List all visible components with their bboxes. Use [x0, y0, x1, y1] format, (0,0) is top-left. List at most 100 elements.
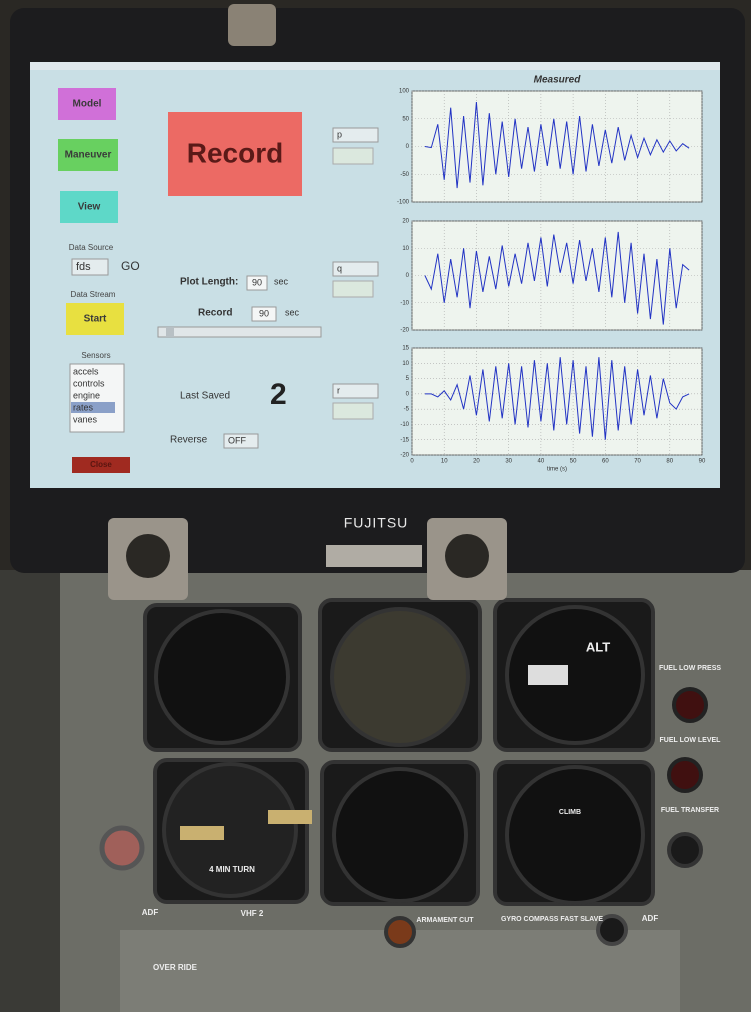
list-item: controls [73, 378, 105, 388]
y-tick-label: -5 [404, 407, 410, 413]
placard: ADF [142, 908, 159, 917]
maneuver-button[interactable] [58, 139, 118, 171]
placard: GYRO COMPASS FAST SLAVE [501, 916, 603, 923]
start-button[interactable] [66, 303, 124, 335]
input[interactable] [246, 275, 268, 291]
gauge [332, 767, 468, 903]
warning-light [672, 687, 708, 723]
button-label: Start [84, 314, 107, 325]
y-tick-label: 10 [402, 361, 409, 367]
gauge [162, 762, 298, 898]
x-tick-label: 70 [634, 459, 641, 465]
y-tick-label: -10 [400, 422, 409, 428]
altimeter-drum [528, 665, 568, 685]
placard: FUEL LOW PRESS [659, 665, 721, 672]
x-tick-label: 90 [699, 459, 706, 465]
placard: VHF 2 [241, 909, 264, 918]
brand: FUJITSU [344, 515, 409, 531]
y-tick-label: 100 [399, 89, 410, 95]
unit: sec [285, 307, 300, 317]
turn-indicator [268, 810, 312, 824]
label: Last Saved [180, 391, 230, 402]
label: Data Stream [71, 290, 116, 299]
label: Sensors [81, 351, 110, 360]
x-tick-label: 80 [666, 459, 673, 465]
clip [228, 4, 276, 46]
go-label: GO [121, 259, 140, 273]
channel-dropdown[interactable] [332, 383, 379, 399]
gauge [330, 607, 470, 747]
x-tick-label: 0 [410, 459, 414, 465]
dropdown-value: OFF [228, 435, 246, 445]
dropdown-value: fds [76, 261, 91, 273]
warning-light [667, 757, 703, 793]
y-tick-label: -50 [400, 172, 409, 178]
data-line [424, 102, 690, 189]
input-value: 90 [259, 308, 269, 318]
input-value: 90 [252, 277, 262, 287]
y-tick-label: -100 [397, 200, 410, 206]
knob [99, 825, 145, 871]
placard: FUEL TRANSFER [661, 807, 719, 814]
list-row[interactable] [71, 402, 115, 413]
y-tick-label: 0 [406, 273, 410, 279]
button-label: Close [90, 460, 112, 469]
gauge [505, 605, 645, 745]
value-box [332, 280, 374, 298]
x-axis-label: time (s) [547, 467, 567, 473]
warning-light [667, 832, 703, 868]
sensor-list[interactable] [69, 363, 125, 433]
button-label: Model [73, 99, 102, 110]
source-dropdown[interactable] [71, 258, 109, 276]
label: Reverse [170, 435, 208, 446]
data-line [424, 357, 690, 440]
gauge-label: ALT [586, 639, 610, 654]
list-item: accels [73, 366, 99, 376]
switch [596, 914, 628, 946]
slider-thumb[interactable] [166, 327, 174, 337]
x-tick-label: 20 [473, 459, 480, 465]
dropdown-value: q [337, 263, 342, 273]
input[interactable] [251, 306, 277, 322]
model-button[interactable] [58, 88, 116, 120]
list-item: engine [73, 390, 100, 400]
bracket-hole [445, 534, 489, 578]
gauge-label: 4 MIN TURN [209, 865, 255, 874]
record-button[interactable] [168, 112, 302, 196]
button-label: Maneuver [65, 150, 112, 161]
bracket-hole [126, 534, 170, 578]
close-button[interactable] [72, 457, 130, 473]
slider[interactable] [157, 326, 322, 338]
plot-area [411, 347, 703, 456]
placard: ADF [642, 914, 659, 923]
reverse-dropdown[interactable] [223, 433, 259, 449]
label: Record [198, 308, 232, 319]
latch [326, 545, 422, 567]
x-tick-label: 60 [602, 459, 609, 465]
gauge [505, 765, 645, 905]
value-box [332, 147, 374, 165]
value-box [332, 402, 374, 420]
gauge [154, 609, 290, 745]
x-tick-label: 10 [441, 459, 448, 465]
list-item: rates [73, 402, 94, 412]
list-item: vanes [73, 414, 98, 424]
label: Plot Length: [180, 277, 238, 288]
channel-dropdown[interactable] [332, 261, 379, 277]
window-titlebar [30, 62, 720, 70]
gauge-label: CLIMB [559, 809, 581, 816]
turn-indicator [180, 826, 224, 840]
switch [384, 916, 416, 948]
unit: sec [274, 276, 289, 286]
channel-dropdown[interactable] [332, 127, 379, 143]
y-tick-label: 0 [406, 391, 410, 397]
dropdown-value: p [337, 129, 342, 139]
sensor-items: accels controls engine rates vanes [71, 366, 115, 424]
y-tick-label: 20 [402, 219, 409, 225]
placard: OVER RIDE [153, 963, 198, 972]
data-line [424, 231, 690, 325]
y-tick-label: 15 [402, 346, 409, 352]
placard: FUEL LOW LEVEL [660, 737, 722, 744]
view-button[interactable] [60, 191, 118, 223]
